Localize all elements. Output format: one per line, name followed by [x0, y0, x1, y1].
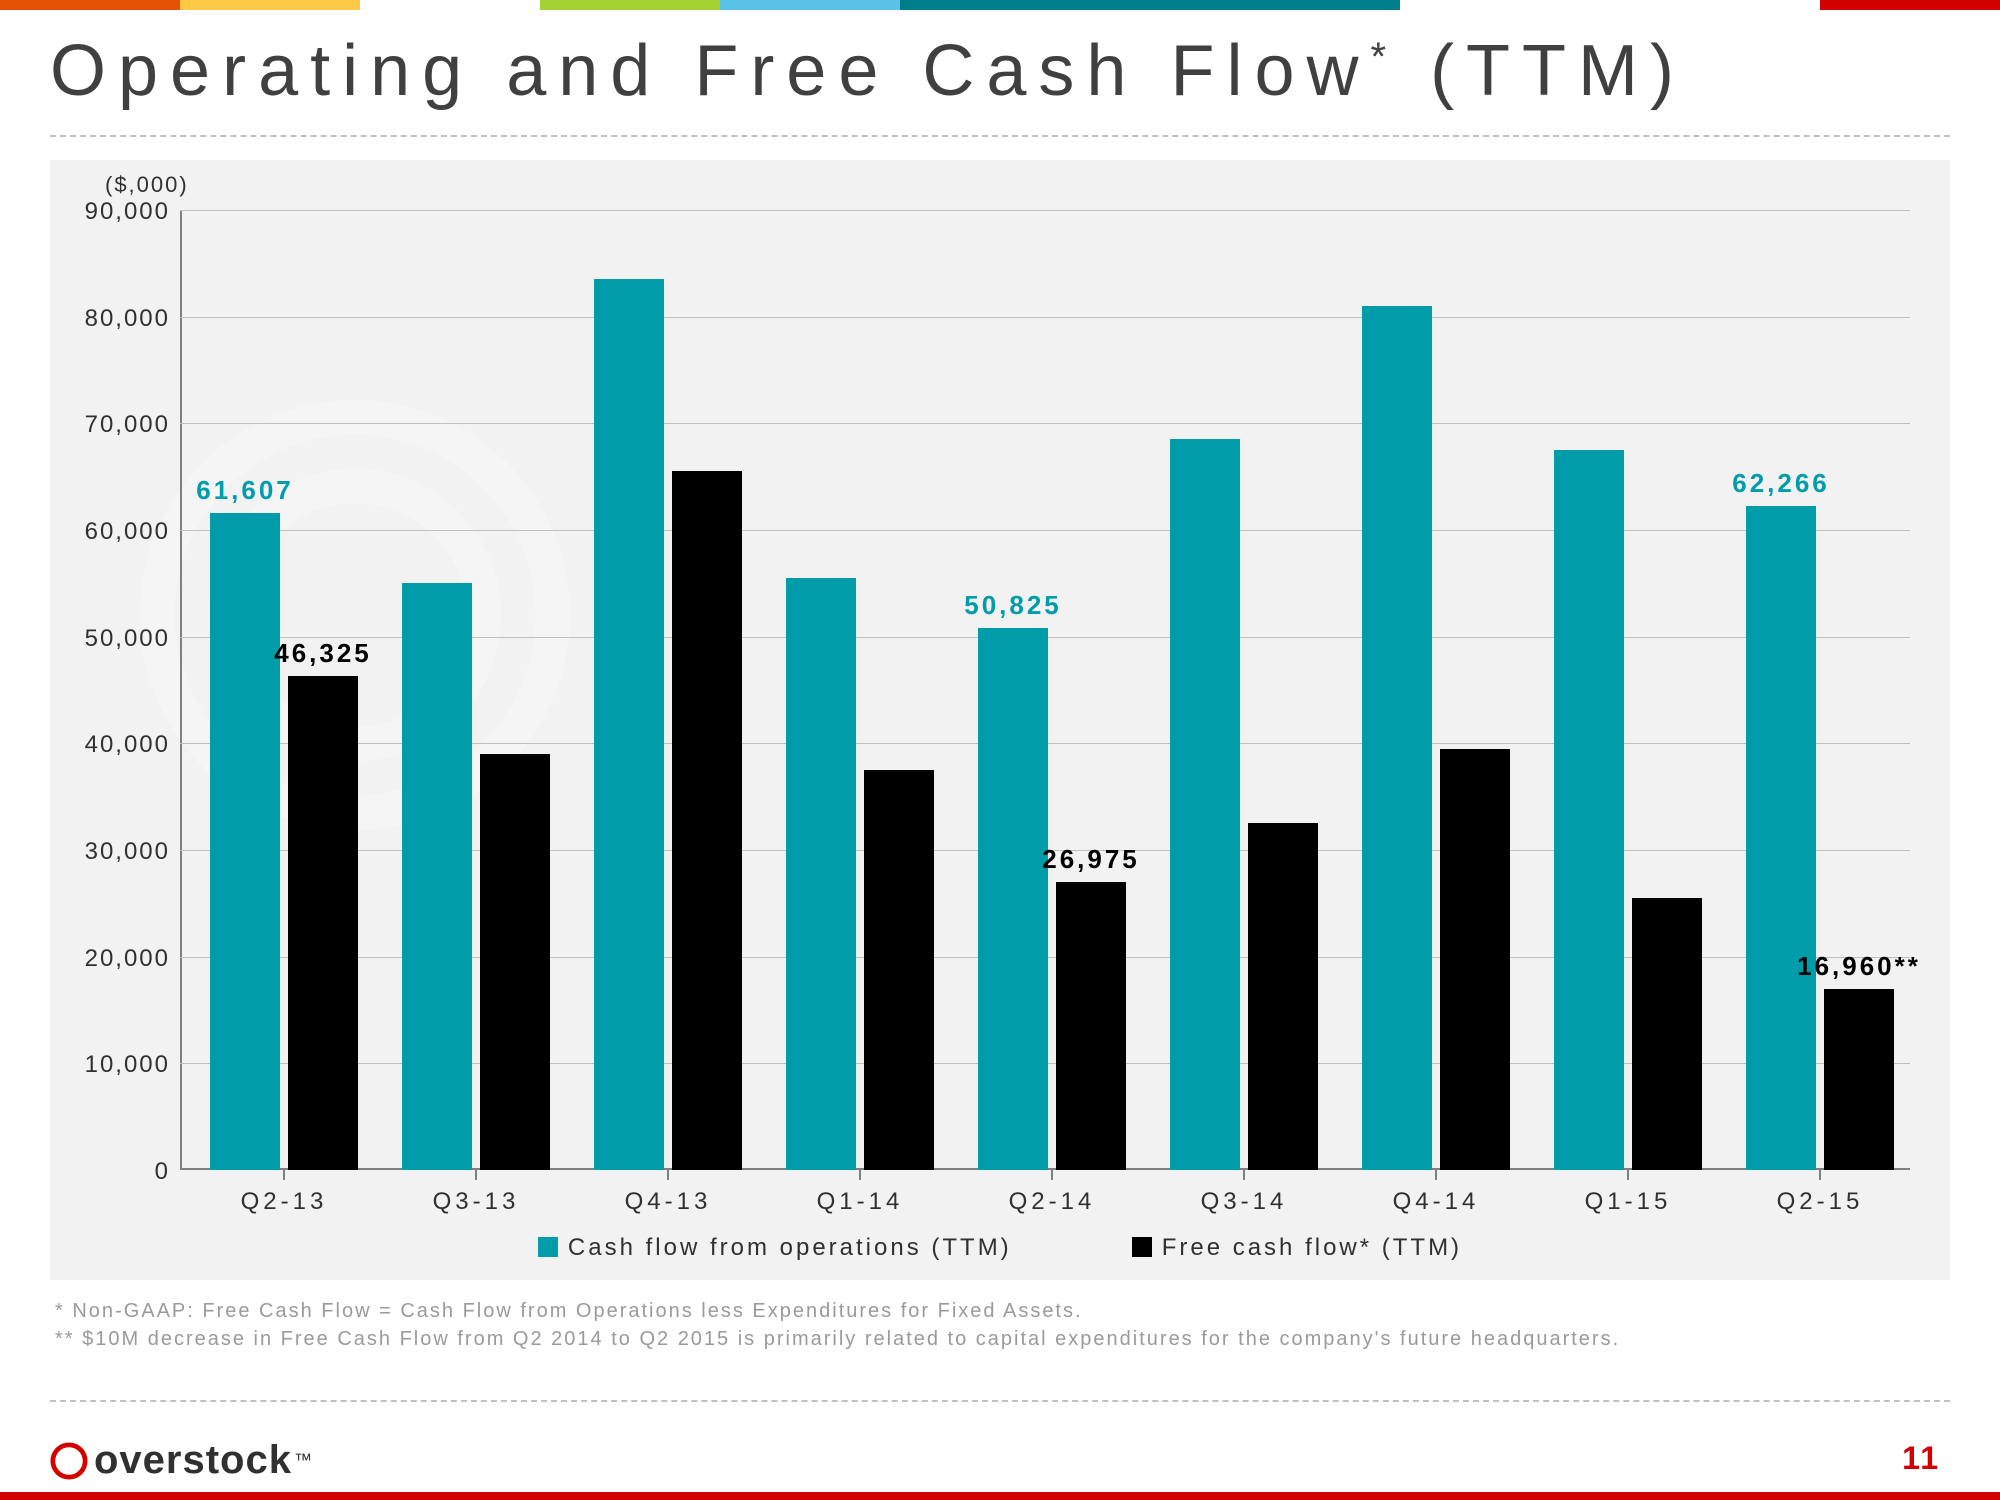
- data-label: 46,325: [253, 638, 393, 669]
- x-tick-mark: [475, 1170, 477, 1180]
- bar: [1824, 989, 1894, 1170]
- x-tick-mark: [283, 1170, 285, 1180]
- brand-text: overstock: [94, 1438, 292, 1483]
- data-label: 26,975: [1021, 844, 1161, 875]
- y-tick-label: 20,000: [60, 945, 170, 973]
- x-tick-label: Q4-14: [1347, 1188, 1525, 1216]
- y-tick-label: 30,000: [60, 838, 170, 866]
- chart-area: ($,000) 010,00020,00030,00040,00050,0006…: [50, 160, 1950, 1280]
- bar: [1362, 306, 1432, 1170]
- bar: [1170, 439, 1240, 1170]
- stripe-segment: [720, 0, 900, 10]
- bar: [402, 583, 472, 1170]
- brand-logo: overstock ™: [50, 1438, 312, 1483]
- stripe-segment: [540, 0, 720, 10]
- y-tick-label: 70,000: [60, 411, 170, 439]
- x-tick-label: Q2-15: [1731, 1188, 1909, 1216]
- bottom-red-bar: [0, 1492, 2000, 1500]
- stripe-segment: [0, 0, 180, 10]
- stripe-segment: [360, 0, 540, 10]
- y-tick-label: 10,000: [60, 1051, 170, 1079]
- slide: Operating and Free Cash Flow* (TTM) ($,0…: [0, 0, 2000, 1500]
- y-tick-label: 40,000: [60, 731, 170, 759]
- bar: [1440, 749, 1510, 1170]
- x-tick-label: Q3-14: [1155, 1188, 1333, 1216]
- stripe-segment: [1820, 0, 2000, 10]
- bar: [864, 770, 934, 1170]
- bar: [1554, 450, 1624, 1170]
- page-number: 11: [1902, 1440, 1940, 1477]
- data-label: 16,960**: [1789, 951, 1929, 982]
- trademark-symbol: ™: [294, 1450, 312, 1471]
- bar: [672, 471, 742, 1170]
- x-tick-label: Q3-13: [387, 1188, 565, 1216]
- footnote-1: * Non-GAAP: Free Cash Flow = Cash Flow f…: [55, 1300, 1083, 1323]
- legend-label: Cash flow from operations (TTM): [568, 1234, 1012, 1261]
- legend-swatch: [538, 1237, 558, 1257]
- x-tick-mark: [1435, 1170, 1437, 1180]
- bar: [288, 676, 358, 1170]
- x-tick-label: Q1-15: [1539, 1188, 1717, 1216]
- y-tick-label: 0: [60, 1158, 170, 1186]
- plot-region: 010,00020,00030,00040,00050,00060,00070,…: [180, 210, 1910, 1170]
- stripe-segment: [1400, 0, 1820, 10]
- y-axis-unit: ($,000): [105, 172, 189, 198]
- x-tick-mark: [1819, 1170, 1821, 1180]
- y-tick-label: 90,000: [60, 198, 170, 226]
- x-tick-label: Q2-14: [963, 1188, 1141, 1216]
- gridline: [180, 210, 1910, 211]
- bar: [1248, 823, 1318, 1170]
- legend: Cash flow from operations (TTM) Free cash…: [50, 1234, 1950, 1262]
- data-label: 61,607: [175, 475, 315, 506]
- x-tick-mark: [1243, 1170, 1245, 1180]
- y-tick-label: 80,000: [60, 305, 170, 333]
- y-tick-label: 60,000: [60, 518, 170, 546]
- footer-divider: [50, 1400, 1950, 1402]
- data-label: 50,825: [943, 590, 1083, 621]
- x-tick-mark: [667, 1170, 669, 1180]
- bar: [594, 279, 664, 1170]
- x-tick-label: Q1-14: [771, 1188, 949, 1216]
- x-tick-mark: [859, 1170, 861, 1180]
- x-tick-mark: [1051, 1170, 1053, 1180]
- x-tick-label: Q4-13: [579, 1188, 757, 1216]
- stripe-segment: [180, 0, 360, 10]
- gridline: [180, 530, 1910, 531]
- gridline: [180, 317, 1910, 318]
- overstock-o-icon: [50, 1442, 88, 1480]
- title-divider: [50, 135, 1950, 137]
- legend-item: Cash flow from operations (TTM): [538, 1234, 1012, 1262]
- x-tick-label: Q2-13: [195, 1188, 373, 1216]
- footer: overstock ™ 11: [0, 1420, 2000, 1500]
- bar: [978, 628, 1048, 1170]
- y-tick-label: 50,000: [60, 625, 170, 653]
- footnote-2: ** $10M decrease in Free Cash Flow from …: [55, 1328, 1620, 1351]
- top-accent-stripe: [0, 0, 2000, 10]
- legend-label: Free cash flow* (TTM): [1162, 1234, 1462, 1261]
- bar: [1746, 506, 1816, 1170]
- bar: [1632, 898, 1702, 1170]
- bar: [786, 578, 856, 1170]
- bar: [210, 513, 280, 1170]
- data-label: 62,266: [1711, 468, 1851, 499]
- legend-item: Free cash flow* (TTM): [1132, 1234, 1462, 1262]
- bar: [480, 754, 550, 1170]
- bar: [1056, 882, 1126, 1170]
- x-tick-mark: [1627, 1170, 1629, 1180]
- y-axis-line: [180, 210, 182, 1170]
- stripe-segment: [900, 0, 1400, 10]
- legend-swatch: [1132, 1237, 1152, 1257]
- page-title: Operating and Free Cash Flow* (TTM): [50, 30, 1686, 112]
- gridline: [180, 423, 1910, 424]
